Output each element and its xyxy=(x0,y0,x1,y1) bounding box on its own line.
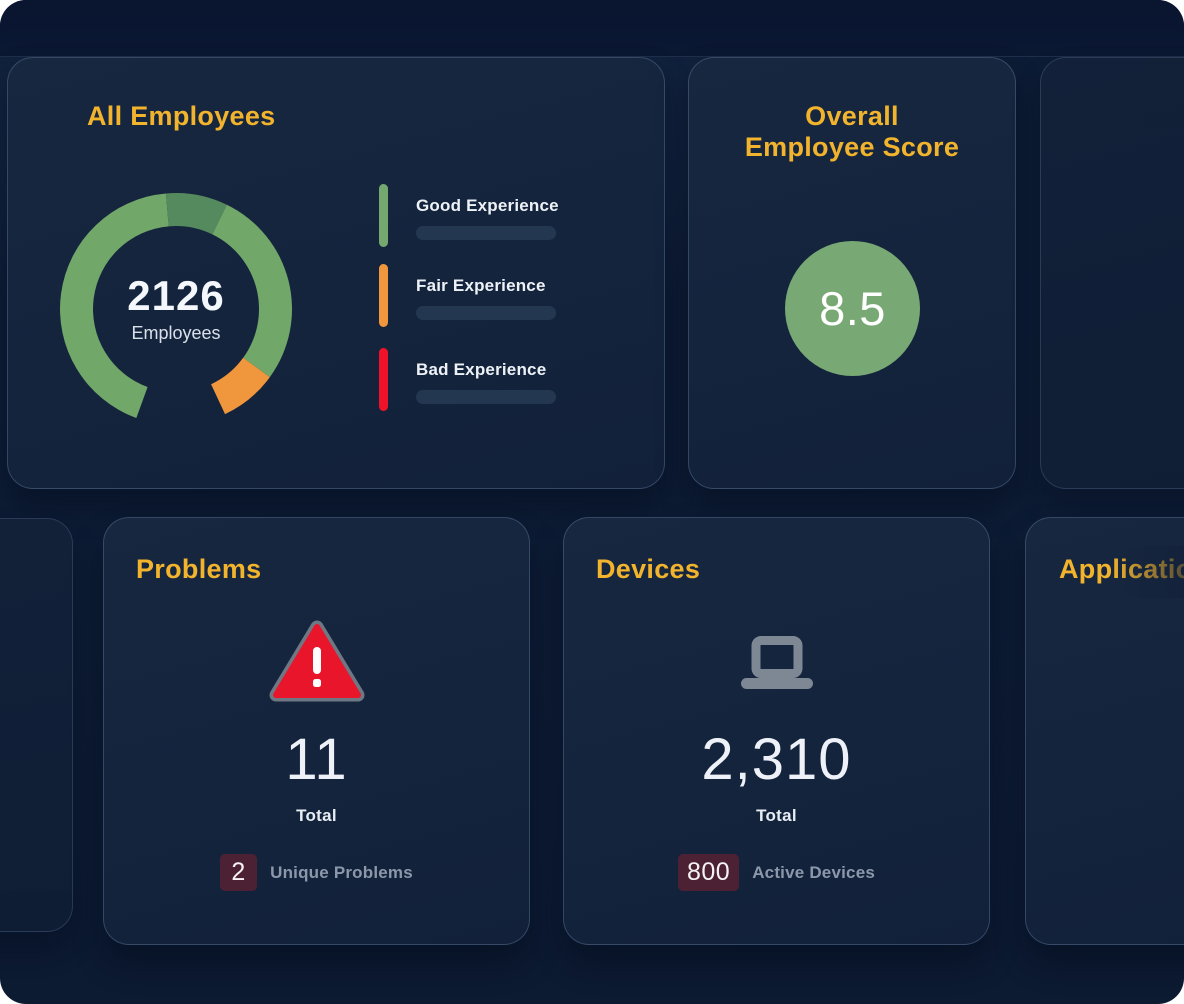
employee-count: 2126 xyxy=(127,271,225,319)
applications-title: Applications xyxy=(1059,554,1184,584)
experience-legend: Good Experience Fair Experience Bad Expe… xyxy=(379,58,629,488)
problems-title: Problems xyxy=(136,554,262,584)
card-problems[interactable]: Problems 11 Total 2 Unique Problems xyxy=(103,517,530,945)
card-overall-employee-score[interactable]: Overall Employee Score 8.5 xyxy=(688,57,1016,489)
devices-total-label: Total xyxy=(756,806,797,825)
all-employees-title: All Employees xyxy=(87,101,276,131)
fair-experience-label: Fair Experience xyxy=(416,276,546,295)
devices-icon-wrap xyxy=(564,636,989,690)
bad-experience-placeholder-bar xyxy=(416,390,556,404)
problems-icon-wrap xyxy=(104,618,529,704)
active-devices-label: Active Devices xyxy=(752,862,876,882)
donut-center: 2126 Employees xyxy=(56,189,296,429)
legend-item-good-experience: Good Experience xyxy=(379,184,559,247)
bad-experience-color-bar xyxy=(379,348,388,411)
overall-score-value: 8.5 xyxy=(819,282,886,335)
gauge-segment-fair-experience xyxy=(211,357,270,415)
overall-score-title: Overall Employee Score xyxy=(689,101,1015,163)
gauge-segment-good-experience xyxy=(212,204,293,378)
card-partial-bottom-left[interactable] xyxy=(0,518,73,932)
devices-total-value: 2,310 xyxy=(701,727,852,792)
good-experience-placeholder-bar xyxy=(416,226,556,240)
overall-score-title-line2: Employee Score xyxy=(744,132,960,162)
overall-score-title-line1: Overall xyxy=(805,101,899,131)
card-devices[interactable]: Devices 2,310 Total 800 Active Devices xyxy=(563,517,990,945)
donut-gauge-icon xyxy=(60,192,293,418)
employee-count-label: Employees xyxy=(131,322,221,343)
fair-experience-color-bar xyxy=(379,264,388,327)
laptop-icon xyxy=(740,636,813,689)
score-circle: 8.5 xyxy=(785,241,920,376)
card-partial-top-right[interactable] xyxy=(1040,57,1184,489)
devices-title: Devices xyxy=(596,554,701,584)
problems-total-label: Total xyxy=(296,806,337,825)
warning-icon xyxy=(269,620,364,702)
problems-badge-row: 2 Unique Problems xyxy=(104,854,529,891)
card-applications[interactable]: Applications xyxy=(1025,517,1184,945)
bad-experience-label: Bad Experience xyxy=(416,360,547,379)
fair-experience-placeholder-bar xyxy=(416,306,556,320)
problems-total-value: 11 xyxy=(285,727,348,792)
legend-item-bad-experience: Bad Experience xyxy=(379,348,556,411)
top-band xyxy=(0,0,1184,57)
gauge-segment-good-experience-dark xyxy=(165,192,227,235)
unique-problems-label: Unique Problems xyxy=(270,862,413,882)
card-all-employees[interactable]: All Employees 2126 Employees Good Experi… xyxy=(7,57,665,489)
good-experience-color-bar xyxy=(379,184,388,247)
devices-badge-row: 800 Active Devices xyxy=(564,854,989,891)
active-devices-badge: 800 xyxy=(677,854,740,891)
gauge-segment-good-experience xyxy=(60,193,169,418)
legend-item-fair-experience: Fair Experience xyxy=(379,264,556,327)
good-experience-label: Good Experience xyxy=(416,196,559,215)
employee-experience-donut-chart: 2126 Employees xyxy=(56,189,296,429)
unique-problems-badge: 2 xyxy=(220,854,258,891)
